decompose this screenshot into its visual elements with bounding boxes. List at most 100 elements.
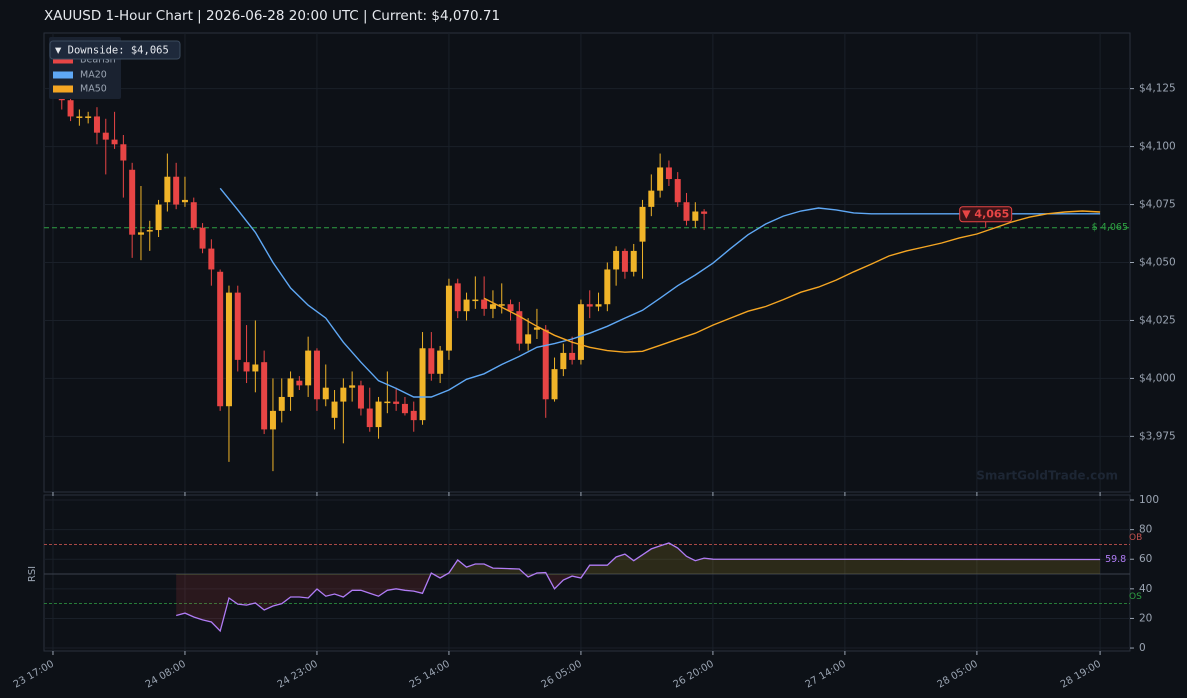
candle-body [181, 199, 188, 203]
y-tick-label: 20 [1139, 612, 1152, 624]
candle-body [331, 401, 338, 418]
candle-body [322, 387, 329, 400]
rsi-os-label: OS [1129, 592, 1142, 602]
candle-body [278, 396, 285, 411]
candle-body [454, 283, 461, 312]
candle-body [569, 352, 576, 360]
candle-body [463, 299, 470, 312]
legend-label: Bearish [80, 55, 116, 66]
candle-body [384, 401, 391, 404]
candle-body [375, 401, 382, 428]
candle-body [630, 250, 637, 272]
y-tick-label: $4,025 [1139, 314, 1176, 326]
candle-body [102, 132, 109, 140]
candle-body [129, 169, 136, 235]
y-tick-label: 80 [1139, 524, 1152, 536]
candle-body [85, 116, 92, 118]
candle-body [472, 299, 479, 302]
candle-body [516, 311, 523, 344]
candle-body [269, 410, 276, 430]
candle-body [146, 230, 153, 232]
y-tick-label: 60 [1139, 553, 1152, 565]
candle-body [560, 352, 567, 370]
level-label: $ 4,065 [1092, 222, 1128, 233]
candle-body [437, 350, 444, 374]
candle-body [120, 144, 127, 161]
legend-swatch [53, 56, 73, 64]
candle-body [401, 403, 408, 414]
y-tick-label: 40 [1139, 583, 1152, 595]
candle-body [542, 329, 549, 400]
tooltip-text: ▼ Downside: $4,065 [55, 45, 169, 57]
candle-body [410, 410, 417, 421]
chart-title: XAUUSD 1-Hour Chart | 2026-06-28 20:00 U… [44, 8, 500, 24]
candle-body [507, 304, 514, 312]
candle-body [111, 139, 118, 145]
candle-body [243, 362, 250, 372]
candle-body [357, 385, 364, 409]
rsi-ob-label: OB [1129, 533, 1142, 543]
candle-body [93, 116, 100, 133]
watermark: SmartGoldTrade.com [976, 469, 1118, 483]
candle-body [648, 190, 655, 207]
candle-body [419, 348, 426, 421]
candle-body [657, 167, 664, 191]
candle-body [287, 378, 294, 397]
y-tick-label: $4,125 [1139, 83, 1176, 95]
candle-body [313, 350, 320, 400]
y-tick-label: $4,100 [1139, 141, 1176, 153]
candle-body [217, 271, 224, 407]
candle-body [665, 167, 672, 180]
candle-body [551, 369, 558, 400]
candle-body [261, 362, 268, 430]
candle-body [639, 206, 646, 242]
rsi-panel [43, 494, 1131, 652]
rsi-fill-above [176, 543, 1101, 575]
legend-swatch [53, 71, 73, 79]
candle-body [621, 250, 628, 272]
rsi-value-label: 59.8 [1105, 554, 1126, 565]
candle-body [498, 304, 505, 306]
ma-line [483, 210, 1101, 353]
legend-label: MA20 [80, 70, 107, 81]
y-tick-label: 100 [1139, 494, 1159, 506]
candle-body [173, 176, 180, 205]
candle-body [67, 100, 74, 117]
y-tick-label: $4,050 [1139, 257, 1176, 269]
signal-label: ▼ 4,065 [962, 208, 1009, 221]
candle-body [489, 304, 496, 309]
candle-body [225, 292, 232, 407]
candle-body [199, 227, 206, 249]
candle-body [577, 304, 584, 360]
candle-body [481, 299, 488, 309]
candle-body [366, 408, 373, 428]
y-tick-label: $4,000 [1139, 372, 1176, 384]
candle-body [604, 269, 611, 305]
candle-body [445, 285, 452, 351]
candle-body [613, 250, 620, 270]
rsi-line [176, 542, 1101, 633]
candle-body [76, 116, 83, 118]
candle-body [692, 211, 699, 221]
candle-body [340, 387, 347, 402]
candle-body [234, 292, 241, 360]
candle-body [296, 380, 303, 386]
candle-body [305, 350, 312, 386]
rsi-fill-below [176, 575, 583, 631]
y-tick-label: 0 [1139, 642, 1146, 654]
y-tick-label: $3,975 [1139, 430, 1176, 442]
ma-line [219, 187, 1101, 398]
candle-body [525, 334, 532, 344]
candle-body [164, 176, 171, 203]
candle-body [595, 304, 602, 307]
legend-label: MA50 [80, 84, 107, 95]
candle-body [701, 211, 708, 214]
candle-body [674, 179, 681, 203]
candle-body [208, 248, 215, 270]
candle-body [190, 202, 197, 228]
candle-body [683, 202, 690, 221]
candle-body [252, 364, 259, 372]
y-tick-label: $4,075 [1139, 199, 1176, 211]
candle-body [533, 327, 540, 330]
